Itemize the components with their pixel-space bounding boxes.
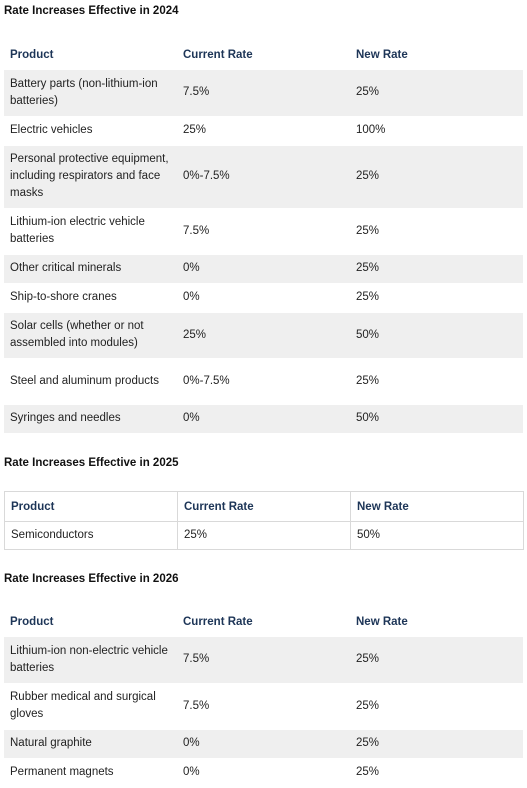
new-rate-cell: 25% <box>350 254 523 284</box>
new-rate-cell: 25% <box>350 729 523 759</box>
product-cell: Battery parts (non-lithium-ion batteries… <box>4 70 177 117</box>
column-header-product: Product <box>4 491 178 522</box>
current-rate-cell: 25% <box>177 521 351 550</box>
section-title-2025: Rate Increases Effective in 2025 <box>4 457 179 469</box>
new-rate-cell: 25% <box>350 683 523 730</box>
column-header-current-rate: Current Rate <box>183 616 253 628</box>
column-header-new-rate: New Rate <box>356 616 408 628</box>
new-rate-cell: 50% <box>350 404 523 434</box>
current-rate-cell: 25% <box>177 312 350 359</box>
current-rate-cell: 7.5% <box>177 208 350 255</box>
current-rate-cell: 7.5% <box>177 70 350 117</box>
product-cell: Ship-to-shore cranes <box>4 283 177 313</box>
new-rate-cell: 100% <box>350 116 523 146</box>
current-rate-cell: 25% <box>177 116 350 146</box>
rate-table-2025: Product Current Rate New Rate Semiconduc… <box>4 491 524 550</box>
product-cell: Solar cells (whether or not assembled in… <box>4 312 177 359</box>
column-header-product: Product <box>10 616 54 628</box>
new-rate-cell: 25% <box>350 358 523 405</box>
table-row: Semiconductors 25% 50% <box>4 521 524 550</box>
new-rate-cell: 25% <box>350 208 523 255</box>
table-row: Ship-to-shore cranes 0% 25% <box>4 283 523 313</box>
current-rate-cell: 0%-7.5% <box>177 145 350 209</box>
product-cell: Permanent magnets <box>4 758 177 788</box>
current-rate-cell: 0% <box>177 254 350 284</box>
table-row: Steel and aluminum products 0%-7.5% 25% <box>4 358 523 405</box>
current-rate-cell: 7.5% <box>177 637 350 684</box>
table-row: Syringes and needles 0% 50% <box>4 404 523 434</box>
column-header-current-rate: Current Rate <box>177 491 351 522</box>
product-cell: Steel and aluminum products <box>4 358 177 405</box>
current-rate-cell: 0% <box>177 758 350 788</box>
table-row: Natural graphite 0% 25% <box>4 729 523 759</box>
rate-table-2026: Product Current Rate New Rate Lithium-io… <box>4 607 523 788</box>
table-header-row: Product Current Rate New Rate <box>4 607 523 637</box>
product-cell: Syringes and needles <box>4 404 177 434</box>
product-cell: Electric vehicles <box>4 116 177 146</box>
product-cell: Natural graphite <box>4 729 177 759</box>
section-title-2026: Rate Increases Effective in 2026 <box>4 573 179 585</box>
product-cell: Other critical minerals <box>4 254 177 284</box>
new-rate-cell: 25% <box>350 637 523 684</box>
section-title-2024: Rate Increases Effective in 2024 <box>4 5 179 17</box>
new-rate-cell: 50% <box>350 312 523 359</box>
new-rate-cell: 25% <box>350 283 523 313</box>
product-cell: Lithium-ion electric vehicle batteries <box>4 208 177 255</box>
table-row: Solar cells (whether or not assembled in… <box>4 312 523 359</box>
product-cell: Semiconductors <box>4 521 178 550</box>
product-cell: Lithium-ion non-electric vehicle batteri… <box>4 637 177 684</box>
new-rate-cell: 25% <box>350 758 523 788</box>
column-header-product: Product <box>10 49 54 61</box>
table-row: Permanent magnets 0% 25% <box>4 758 523 788</box>
product-cell: Personal protective equipment, including… <box>4 145 177 209</box>
new-rate-cell: 25% <box>350 70 523 117</box>
column-header-new-rate: New Rate <box>356 49 408 61</box>
table-row: Other critical minerals 0% 25% <box>4 254 523 284</box>
current-rate-cell: 0% <box>177 404 350 434</box>
table-row: Lithium-ion electric vehicle batteries 7… <box>4 208 523 255</box>
column-header-current-rate: Current Rate <box>183 49 253 61</box>
current-rate-cell: 0%-7.5% <box>177 358 350 405</box>
current-rate-cell: 7.5% <box>177 683 350 730</box>
product-cell: Rubber medical and surgical gloves <box>4 683 177 730</box>
table-row: Lithium-ion non-electric vehicle batteri… <box>4 637 523 684</box>
table-header-row: Product Current Rate New Rate <box>4 40 523 70</box>
table-row: Rubber medical and surgical gloves 7.5% … <box>4 683 523 730</box>
table-row: Battery parts (non-lithium-ion batteries… <box>4 70 523 117</box>
column-header-new-rate: New Rate <box>350 491 524 522</box>
table-header-row: Product Current Rate New Rate <box>4 491 524 522</box>
new-rate-cell: 50% <box>350 521 524 550</box>
current-rate-cell: 0% <box>177 729 350 759</box>
table-row: Personal protective equipment, including… <box>4 145 523 209</box>
new-rate-cell: 25% <box>350 145 523 209</box>
current-rate-cell: 0% <box>177 283 350 313</box>
rate-table-2024: Product Current Rate New Rate Battery pa… <box>4 40 523 434</box>
table-row: Electric vehicles 25% 100% <box>4 116 523 146</box>
